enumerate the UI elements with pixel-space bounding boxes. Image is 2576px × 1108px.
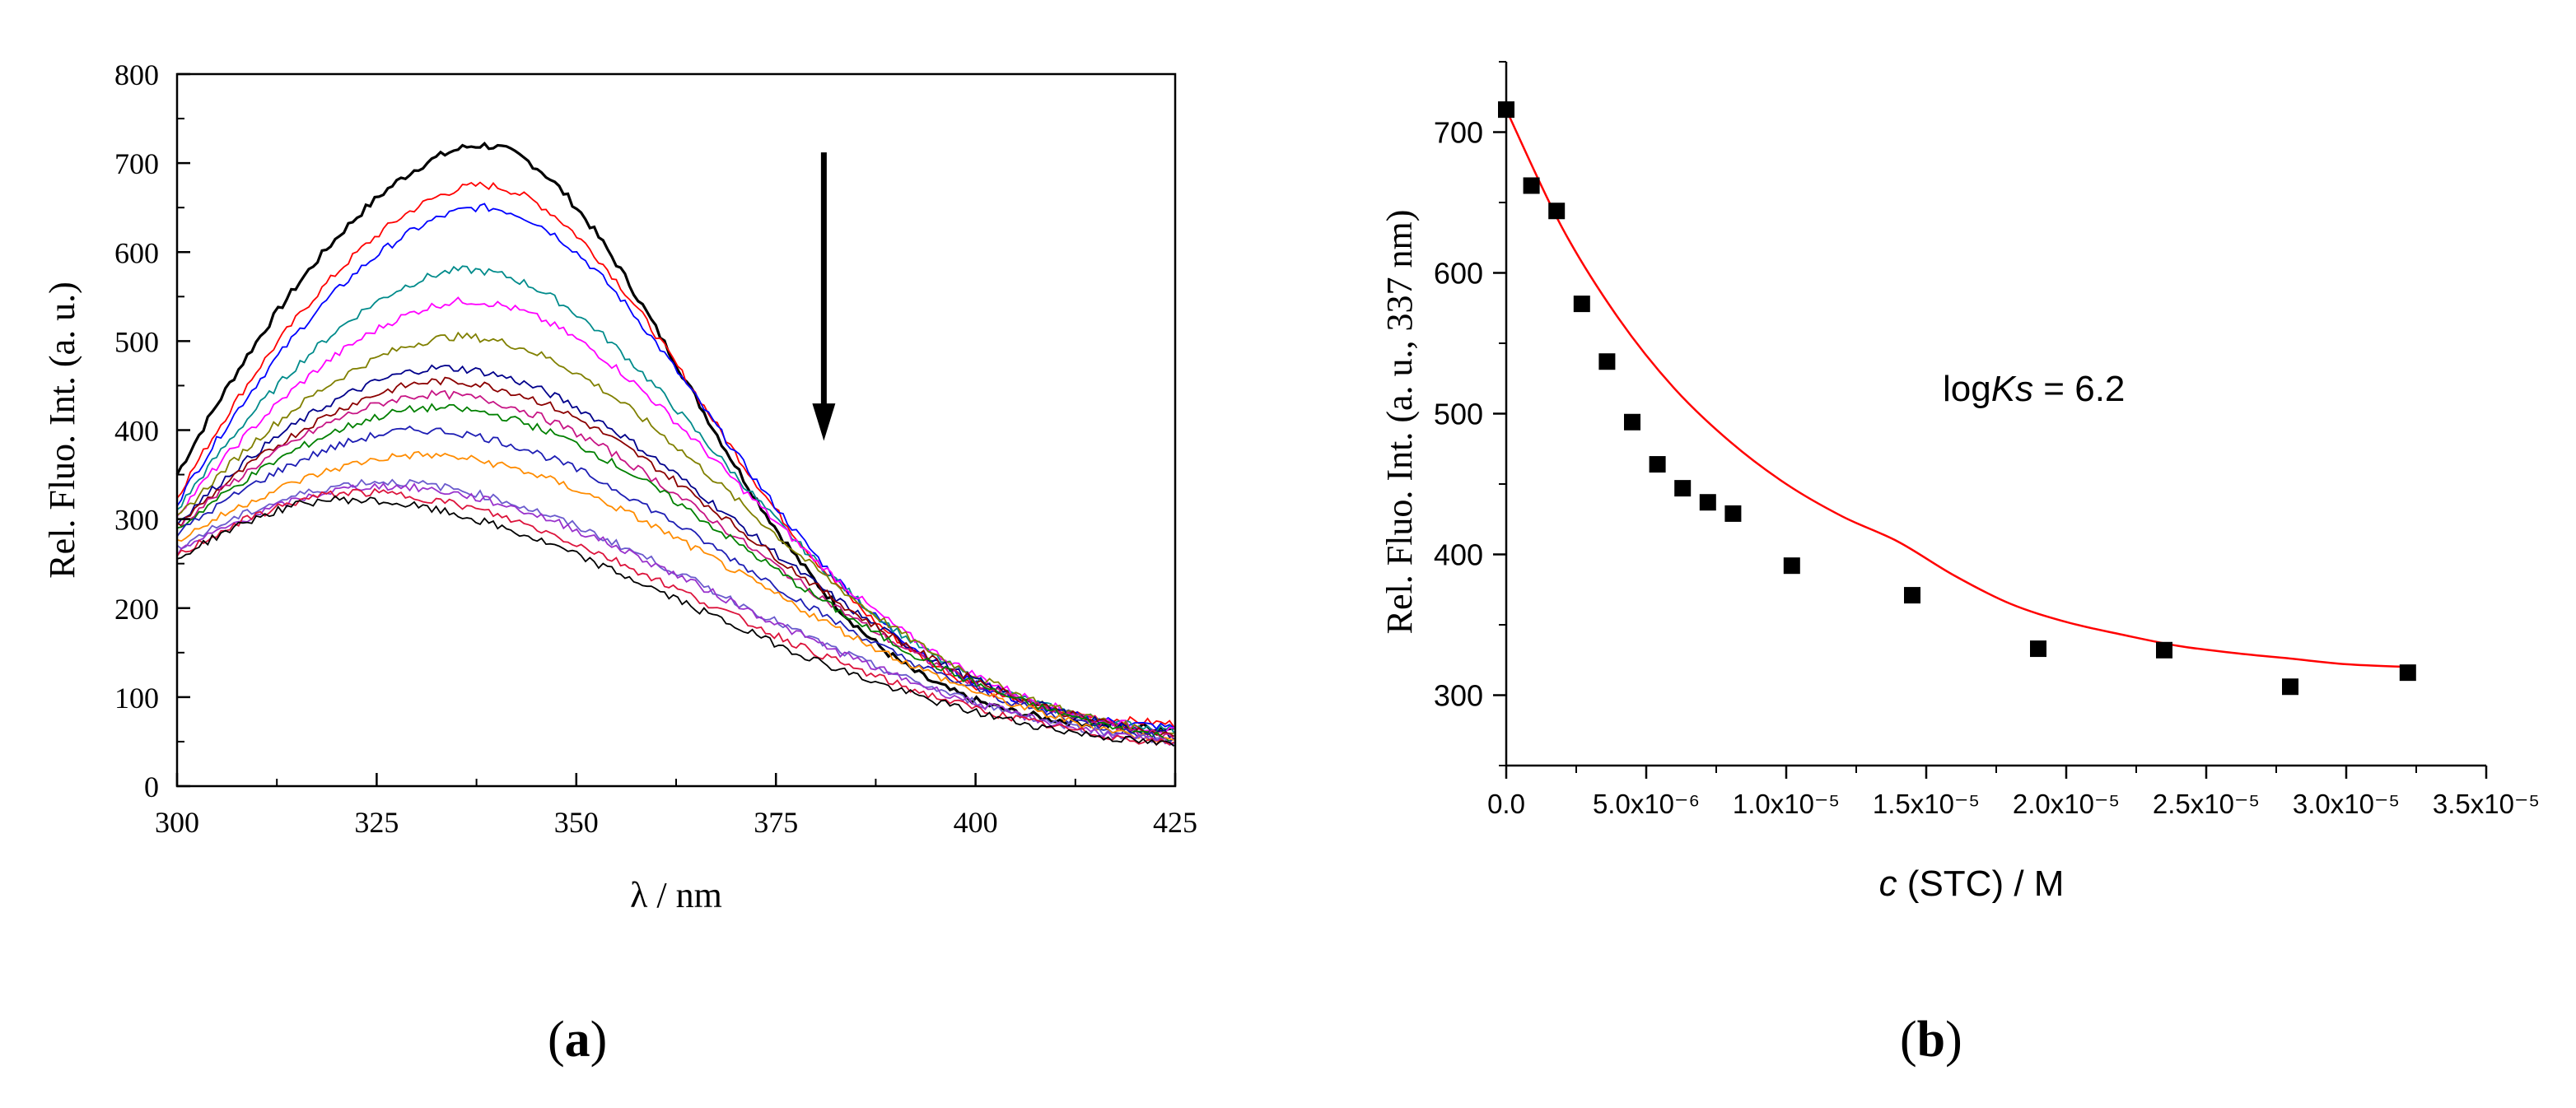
x-tick-label: 325 bbox=[354, 806, 399, 839]
panel-label-a: (a) bbox=[548, 1012, 608, 1068]
panel-a: 300 325 350 375 400 425 0 100 200 300 400 500 600 70… bbox=[0, 0, 1288, 1104]
binding-fit-chart: 0.0 5.0x10⁻⁶ 1.0x10⁻⁵ 1.5x10⁻⁵ 2.0x10⁻⁵ 2.5x1… bbox=[1379, 61, 2540, 904]
spectra-series-group bbox=[175, 141, 1175, 747]
spectrum-line-13 bbox=[176, 478, 1175, 747]
panel-label-a-letter: a bbox=[564, 1012, 590, 1068]
y-tick-label: 200 bbox=[114, 593, 159, 626]
y-axis-label: Rel. Fluo. Int. (a. u., 337 nm) bbox=[1379, 210, 1420, 635]
y-tick-group: 300 400 500 600 700 bbox=[1434, 61, 1506, 766]
x-tick-label: 425 bbox=[1153, 806, 1197, 839]
data-point bbox=[1699, 494, 1716, 511]
data-point bbox=[1674, 480, 1692, 497]
x-tick-group: 300 325 350 375 400 425 bbox=[155, 773, 1197, 839]
x-tick-label: 300 bbox=[155, 806, 199, 839]
spectrum-line-9 bbox=[176, 389, 1175, 740]
panel-label-b-letter: b bbox=[1916, 1012, 1946, 1068]
y-tick-label: 400 bbox=[1434, 538, 1483, 572]
y-tick-group: 0 100 200 300 400 500 600 700 800 bbox=[114, 58, 190, 803]
panel-label-b: (b) bbox=[1900, 1012, 1962, 1068]
x-tick-label: 1.5x10⁻⁵ bbox=[1873, 789, 1980, 819]
y-tick-label: 300 bbox=[1434, 679, 1483, 713]
x-tick-label: 1.0x10⁻⁵ bbox=[1733, 789, 1840, 819]
data-point bbox=[1523, 177, 1540, 194]
data-point bbox=[1573, 296, 1590, 313]
spectra-chart: 300 325 350 375 400 425 0 100 200 300 400 500 600 70… bbox=[42, 58, 1197, 915]
spectrum-line-15 bbox=[176, 487, 1174, 747]
x-axis-label: λ / nm bbox=[630, 875, 722, 915]
x-tick-label: 3.5x10⁻⁵ bbox=[2433, 789, 2540, 819]
spectrum-line-1 bbox=[175, 141, 1174, 733]
y-tick-label: 500 bbox=[1434, 398, 1483, 431]
spectrum-line-8 bbox=[176, 376, 1174, 738]
decrease-arrow bbox=[812, 152, 836, 441]
x-tick-label: 5.0x10⁻⁶ bbox=[1593, 789, 1700, 819]
y-tick-label: 600 bbox=[1434, 257, 1483, 291]
fit-curve-group bbox=[1505, 109, 2408, 668]
panel-b: 0.0 5.0x10⁻⁶ 1.0x10⁻⁵ 1.5x10⁻⁵ 2.0x10⁻⁵ 2.5x1… bbox=[1288, 0, 2576, 1104]
data-point bbox=[1724, 505, 1742, 522]
x-axis-label-rest: (STC) / M bbox=[1897, 864, 2065, 904]
x-tick-label: 0.0 bbox=[1487, 789, 1525, 819]
spectrum-line-4 bbox=[176, 265, 1175, 733]
spectrum-line-11 bbox=[176, 425, 1175, 743]
spectrum-line-10 bbox=[176, 403, 1174, 743]
x-tick-label: 2.5x10⁻⁵ bbox=[2153, 789, 2260, 819]
data-point bbox=[2282, 678, 2298, 696]
spectrum-line-7 bbox=[176, 364, 1174, 738]
y-tick-label: 700 bbox=[114, 147, 159, 180]
data-point bbox=[2156, 641, 2172, 659]
y-tick-label: 0 bbox=[144, 770, 159, 803]
x-axis-label-italic: c bbox=[1879, 864, 1897, 904]
y-tick-label: 700 bbox=[1434, 116, 1483, 150]
data-point bbox=[1598, 353, 1616, 370]
y-tick-label: 300 bbox=[114, 504, 159, 537]
x-tick-group: 0.0 5.0x10⁻⁶ 1.0x10⁻⁵ 1.5x10⁻⁵ 2.0x10⁻⁵ 2.5x1… bbox=[1487, 766, 2540, 819]
annotation-suffix: = 6.2 bbox=[2033, 369, 2125, 409]
spectrum-line-2 bbox=[176, 181, 1175, 728]
y-tick-label: 100 bbox=[114, 682, 159, 715]
spectrum-line-6 bbox=[176, 331, 1174, 735]
x-tick-label: 400 bbox=[954, 806, 998, 839]
arrow-head bbox=[812, 403, 836, 441]
data-point-group bbox=[1498, 101, 2416, 696]
annotation-prefix: log bbox=[1943, 369, 1991, 409]
data-point bbox=[1783, 557, 1800, 575]
data-point bbox=[2030, 640, 2046, 658]
y-tick-label: 600 bbox=[114, 236, 159, 269]
data-point bbox=[1624, 413, 1640, 431]
spectrum-line-5 bbox=[176, 296, 1174, 733]
x-tick-label: 350 bbox=[554, 806, 599, 839]
x-tick-label: 2.0x10⁻⁵ bbox=[2013, 789, 2120, 819]
y-tick-label: 500 bbox=[114, 325, 159, 358]
y-tick-label: 400 bbox=[114, 415, 159, 448]
logks-annotation: logKs = 6.2 bbox=[1943, 369, 2125, 409]
x-axis-label: c (STC) / M bbox=[1879, 864, 2065, 904]
axes-group bbox=[1505, 62, 2486, 767]
spectrum-line-16 bbox=[176, 495, 1175, 747]
y-axis-label: Rel. Fluo. Int. (a. u.) bbox=[42, 282, 82, 579]
spectrum-line-12 bbox=[176, 450, 1174, 743]
x-tick-label: 375 bbox=[754, 806, 798, 839]
x-tick-label: 3.0x10⁻⁵ bbox=[2293, 789, 2400, 819]
plot-frame bbox=[175, 72, 1177, 788]
spectrum-line-14 bbox=[176, 482, 1174, 747]
y-tick-label: 800 bbox=[114, 58, 159, 91]
data-point bbox=[1649, 456, 1666, 473]
data-point bbox=[1548, 203, 1566, 220]
annotation-italic: Ks bbox=[1991, 369, 2033, 409]
data-point bbox=[2399, 664, 2416, 682]
data-point bbox=[1904, 587, 1920, 604]
fit-curve bbox=[1505, 109, 2408, 668]
